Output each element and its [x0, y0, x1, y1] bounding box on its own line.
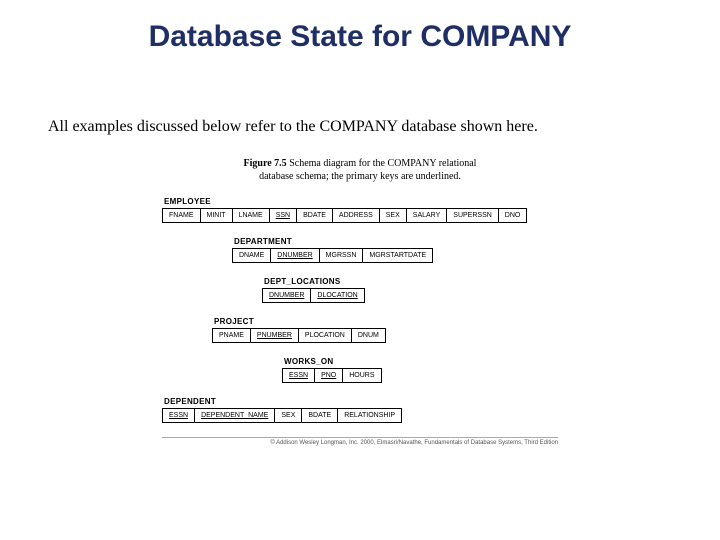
attr-dname: DNAME — [232, 248, 270, 263]
attr-plocation: PLOCATION — [298, 328, 351, 343]
relation-row: DNUMBERDLOCATION — [262, 288, 558, 303]
relation-project: PROJECT PNAMEPNUMBERPLOCATIONDNUM — [212, 317, 558, 343]
schema-figure: Figure 7.5 Schema diagram for the COMPAN… — [162, 158, 558, 446]
attr-dno: DNO — [498, 208, 528, 223]
attr-ssn: SSN — [269, 208, 296, 223]
attr-sex: SEX — [274, 408, 301, 423]
attr-dnumber: DNUMBER — [270, 248, 318, 263]
figure-caption-line1: Schema diagram for the COMPANY relationa… — [289, 158, 476, 169]
relation-dependent: DEPENDENT ESSNDEPENDENT_NAMESEXBDATERELAT… — [162, 397, 558, 423]
figure-caption-line2: database schema; the primary keys are un… — [259, 171, 461, 182]
figure-caption: Figure 7.5 Schema diagram for the COMPAN… — [162, 158, 558, 183]
page-title: Database State for COMPANY — [0, 20, 720, 54]
attr-superssn: SUPERSSN — [446, 208, 498, 223]
relation-row: ESSNDEPENDENT_NAMESEXBDATERELATIONSHIP — [162, 408, 558, 423]
relation-name: PROJECT — [214, 317, 558, 326]
relation-employee: EMPLOYEE FNAMEMINITLNAMESSNBDATEADDRESSSE… — [162, 197, 558, 223]
attr-essn: ESSN — [282, 368, 314, 383]
relation-name: DEPENDENT — [164, 397, 558, 406]
attr-bdate: BDATE — [296, 208, 332, 223]
attr-dnum: DNUM — [351, 328, 386, 343]
relation-department: DEPARTMENT DNAMEDNUMBERMGRSSNMGRSTARTDATE — [232, 237, 558, 263]
attr-pname: PNAME — [212, 328, 250, 343]
attr-mgrstartdate: MGRSTARTDATE — [362, 248, 433, 263]
figure-copyright: © Addison Wesley Longman, Inc. 2000, Elm… — [162, 437, 558, 446]
relation-row: PNAMEPNUMBERPLOCATIONDNUM — [212, 328, 558, 343]
attr-bdate: BDATE — [301, 408, 337, 423]
relation-name: DEPARTMENT — [234, 237, 558, 246]
attr-hours: HOURS — [342, 368, 381, 383]
attr-dependent_name: DEPENDENT_NAME — [194, 408, 274, 423]
attr-pnumber: PNUMBER — [250, 328, 298, 343]
attr-address: ADDRESS — [332, 208, 379, 223]
slide: Database State for COMPANY All examples … — [0, 0, 720, 540]
relation-name: WORKS_ON — [284, 357, 558, 366]
attr-sex: SEX — [379, 208, 406, 223]
relation-name: DEPT_LOCATIONS — [264, 277, 558, 286]
body-text: All examples discussed below refer to th… — [48, 118, 688, 136]
attr-fname: FNAME — [162, 208, 200, 223]
attr-mgrssn: MGRSSN — [319, 248, 363, 263]
relation-name: EMPLOYEE — [164, 197, 558, 206]
relation-row: FNAMEMINITLNAMESSNBDATEADDRESSSEXSALARYS… — [162, 208, 558, 223]
attr-relationship: RELATIONSHIP — [337, 408, 402, 423]
relation-row: ESSNPNOHOURS — [282, 368, 558, 383]
attr-minit: MINIT — [200, 208, 232, 223]
attr-pno: PNO — [314, 368, 342, 383]
attr-dlocation: DLOCATION — [310, 288, 364, 303]
relation-works_on: WORKS_ON ESSNPNOHOURS — [282, 357, 558, 383]
attr-dnumber: DNUMBER — [262, 288, 310, 303]
relation-row: DNAMEDNUMBERMGRSSNMGRSTARTDATE — [232, 248, 558, 263]
attr-lname: LNAME — [232, 208, 269, 223]
relation-dept_locations: DEPT_LOCATIONS DNUMBERDLOCATION — [262, 277, 558, 303]
attr-salary: SALARY — [406, 208, 447, 223]
relations-container: EMPLOYEEFNAMEMINITLNAMESSNBDATEADDRESSSE… — [162, 197, 558, 423]
figure-number: Figure 7.5 — [244, 158, 287, 169]
attr-essn: ESSN — [162, 408, 194, 423]
